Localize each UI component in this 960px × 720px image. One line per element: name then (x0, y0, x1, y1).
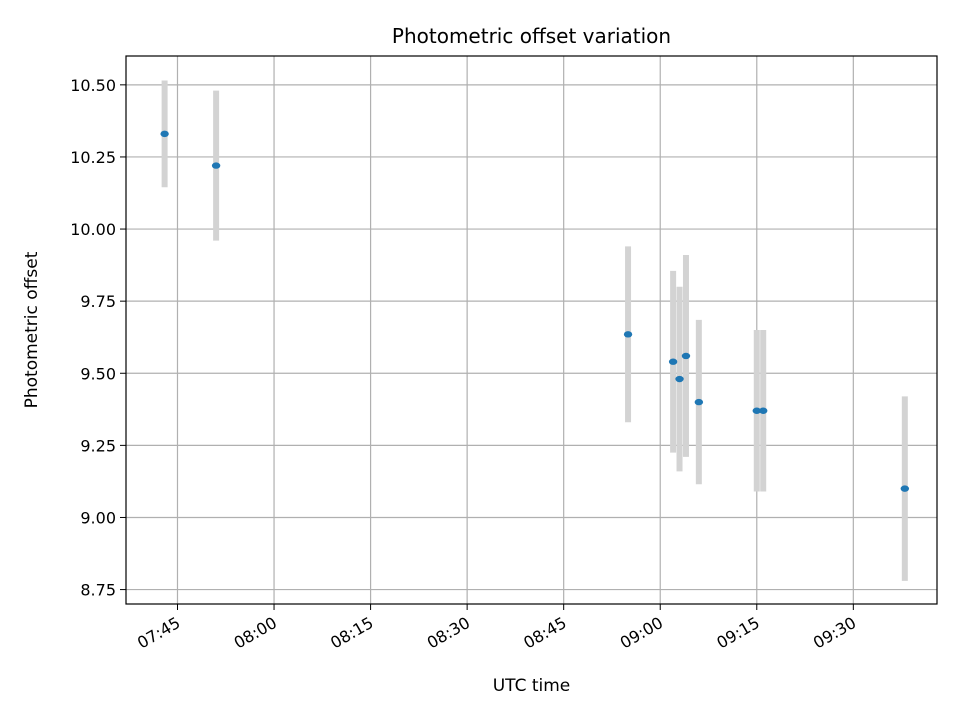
data-point (668, 358, 678, 365)
plot-frame (125, 55, 938, 605)
data-point (623, 331, 633, 338)
y-tick-label: 9.75 (80, 292, 116, 311)
y-tick-label: 8.75 (80, 581, 116, 600)
y-tick-label: 10.25 (70, 148, 116, 167)
y-tick-label: 10.50 (70, 76, 116, 95)
y-axis-ticks: 8.75 9.00 9.25 9.50 9.75 10.00 10.25 10.50 (70, 76, 126, 600)
data-point (752, 407, 761, 414)
y-axis-label: Photometric offset (22, 251, 42, 408)
data-point (160, 130, 169, 138)
data-point (694, 398, 704, 406)
y-tick-label: 10.00 (70, 220, 116, 239)
y-tick-label: 9.50 (80, 364, 116, 383)
y-tick-label: 9.00 (80, 508, 116, 527)
grid (126, 56, 937, 604)
y-tick-label: 9.25 (80, 436, 116, 455)
data-point (211, 162, 221, 169)
data-point (759, 407, 768, 414)
x-axis-label: UTC time (493, 676, 571, 696)
chart-title: Photometric offset variation (392, 24, 671, 48)
data-point (681, 352, 691, 360)
data-point (675, 375, 684, 383)
data-point (900, 485, 910, 492)
markers (160, 130, 910, 492)
